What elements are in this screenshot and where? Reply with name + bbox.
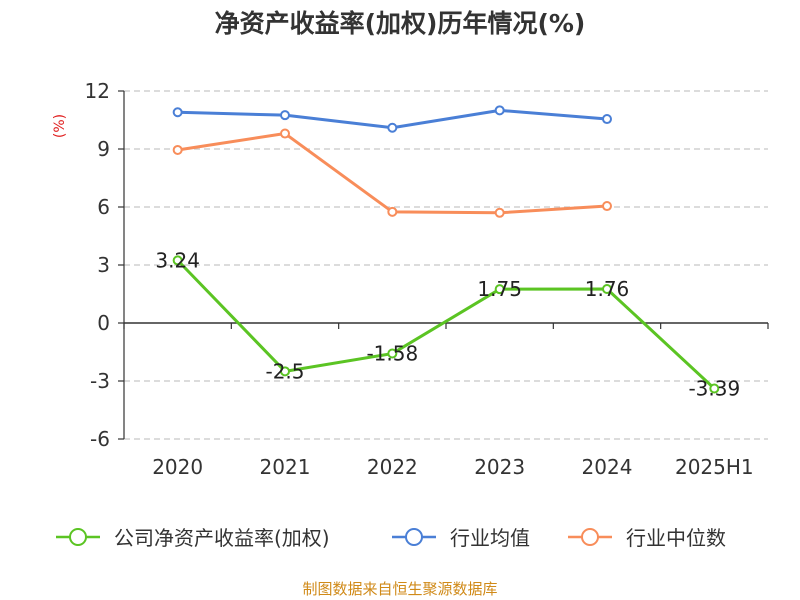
series-1 (172, 105, 612, 133)
x-tick-label: 2021 (260, 455, 311, 479)
series-line (176, 259, 716, 390)
x-tick-label: 2022 (367, 455, 418, 479)
legend-label: 公司净资产收益率(加权) (114, 526, 330, 550)
data-point (494, 284, 505, 295)
x-tick-label: 2025H1 (675, 455, 754, 479)
y-tick-label: 6 (97, 195, 110, 219)
data-label: -2.5 (265, 359, 304, 383)
chart-title: 净资产收益率(加权)历年情况(%) (215, 9, 586, 38)
legend: 公司净资产收益率(加权) 行业均值 行业中位数 (56, 526, 726, 550)
gridlines (124, 90, 768, 440)
series-line (177, 132, 608, 215)
legend-label: 行业中位数 (626, 526, 726, 550)
source-note: 制图数据来自恒生聚源数据库 (302, 580, 497, 598)
data-point (280, 366, 290, 377)
data-point (280, 110, 290, 121)
legend-item-0: 公司净资产收益率(加权) (56, 526, 330, 550)
data-point (602, 114, 612, 125)
data-point (602, 201, 612, 212)
data-label: -3.39 (688, 377, 740, 401)
x-tick-label: 2023 (474, 455, 525, 479)
legend-marker (581, 528, 599, 546)
series-0 (172, 255, 720, 394)
data-label: -1.58 (366, 342, 418, 366)
y-tick-label: 3 (97, 253, 110, 277)
legend-label: 行业均值 (450, 526, 530, 550)
y-tick-label: -3 (90, 369, 110, 393)
legend-item-1: 行业均值 (392, 526, 530, 550)
data-label: 1.76 (585, 277, 630, 301)
data-label: 3.24 (155, 248, 200, 272)
data-point (494, 207, 505, 218)
data-point (709, 383, 720, 394)
legend-item-2: 行业中位数 (568, 526, 726, 550)
data-point (494, 105, 505, 116)
y-tick-label: 0 (97, 311, 110, 335)
legend-marker (405, 528, 423, 546)
x-tick-label: 2020 (152, 455, 203, 479)
data-point (387, 122, 398, 133)
y-axis-unit: (%) (52, 114, 68, 138)
axes: 12 9 6 3 0 -3 -6 2020 2021 2022 2023 2024 2025H1 (85, 79, 769, 479)
data-point (172, 255, 183, 266)
series-2 (172, 128, 612, 218)
data-point (602, 283, 612, 294)
y-tick-label: 9 (97, 137, 110, 161)
x-tick-label: 2024 (582, 455, 633, 479)
data-label: 1.75 (477, 277, 522, 301)
y-tick-label: -6 (90, 427, 110, 451)
data-point (387, 348, 398, 359)
data-point (280, 128, 290, 139)
data-point (172, 107, 183, 118)
data-point (172, 144, 183, 155)
series-lines (172, 105, 720, 394)
data-labels: 3.24 -2.5 -1.58 1.75 1.76 -3.39 (155, 248, 740, 400)
data-point (387, 206, 398, 217)
y-tick-label: 12 (85, 79, 110, 103)
legend-marker (69, 528, 87, 546)
